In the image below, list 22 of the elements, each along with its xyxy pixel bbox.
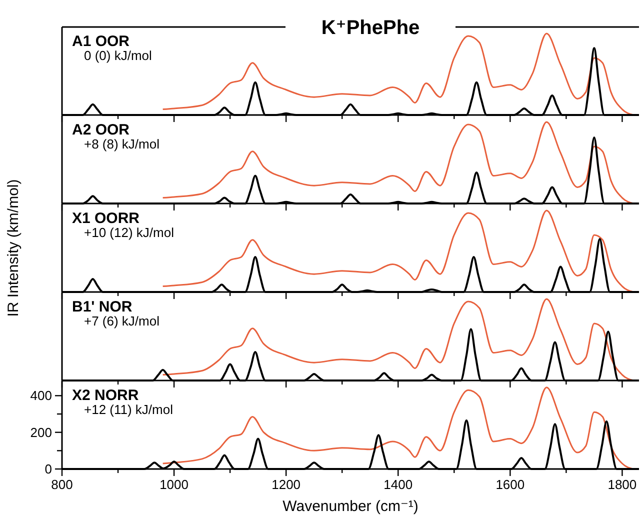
annotation: +10 (12) kJ/mol	[84, 225, 174, 240]
y-tick-label: 200	[30, 424, 52, 440]
annotation: A1 OOR	[72, 33, 130, 50]
annotation: +12 (11) kJ/mol	[84, 402, 174, 417]
x-tick-label: 1200	[272, 477, 301, 492]
x-tick-label: 1600	[496, 477, 525, 492]
x-tick-label: 1800	[608, 477, 637, 492]
annotation: +7 (6) kJ/mol	[84, 314, 160, 328]
x-tick-label: 1400	[384, 477, 413, 492]
annotation: A2 OOR	[72, 122, 130, 138]
y-axis-title: IR Intensity (km/mol)	[5, 179, 22, 317]
annotation: X2 NORR	[72, 387, 139, 404]
x-tick-label: 1000	[160, 477, 188, 492]
annotation: X1 OORR	[72, 210, 140, 227]
x-axis-title: Wavenumber (cm⁻¹)	[282, 498, 418, 515]
chart-title: K⁺PhePhe	[321, 17, 420, 39]
annotation: +8 (8) kJ/mol	[84, 136, 160, 152]
annotation: 0 (0) kJ/mol	[84, 48, 152, 63]
y-tick-label: 0	[44, 462, 52, 477]
annotation: B1' NOR	[72, 298, 132, 316]
y-tick-label: 400	[30, 388, 52, 404]
x-tick-label: 800	[51, 477, 73, 492]
